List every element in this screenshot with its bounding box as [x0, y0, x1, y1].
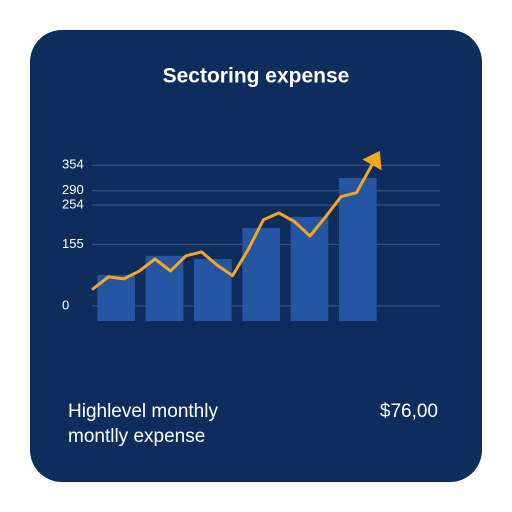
- y-tick-label: 254: [62, 196, 84, 211]
- arrow-head: [362, 150, 382, 171]
- y-tick-label: 0: [62, 297, 69, 312]
- bar: [290, 216, 329, 321]
- bar: [97, 274, 136, 321]
- caption: montlly expense: [68, 426, 205, 447]
- y-tick-label: 290: [62, 182, 84, 197]
- caption: Highlevel monthly: [68, 401, 218, 422]
- trend-line: [91, 163, 374, 291]
- bar: [242, 228, 281, 321]
- bar: [193, 259, 232, 321]
- chart-title: Sectoring expense: [163, 65, 350, 88]
- total: $76,00: [380, 401, 438, 422]
- bar: [338, 177, 377, 321]
- y-tick-label: 155: [62, 236, 84, 251]
- y-tick-label: 354: [62, 157, 84, 172]
